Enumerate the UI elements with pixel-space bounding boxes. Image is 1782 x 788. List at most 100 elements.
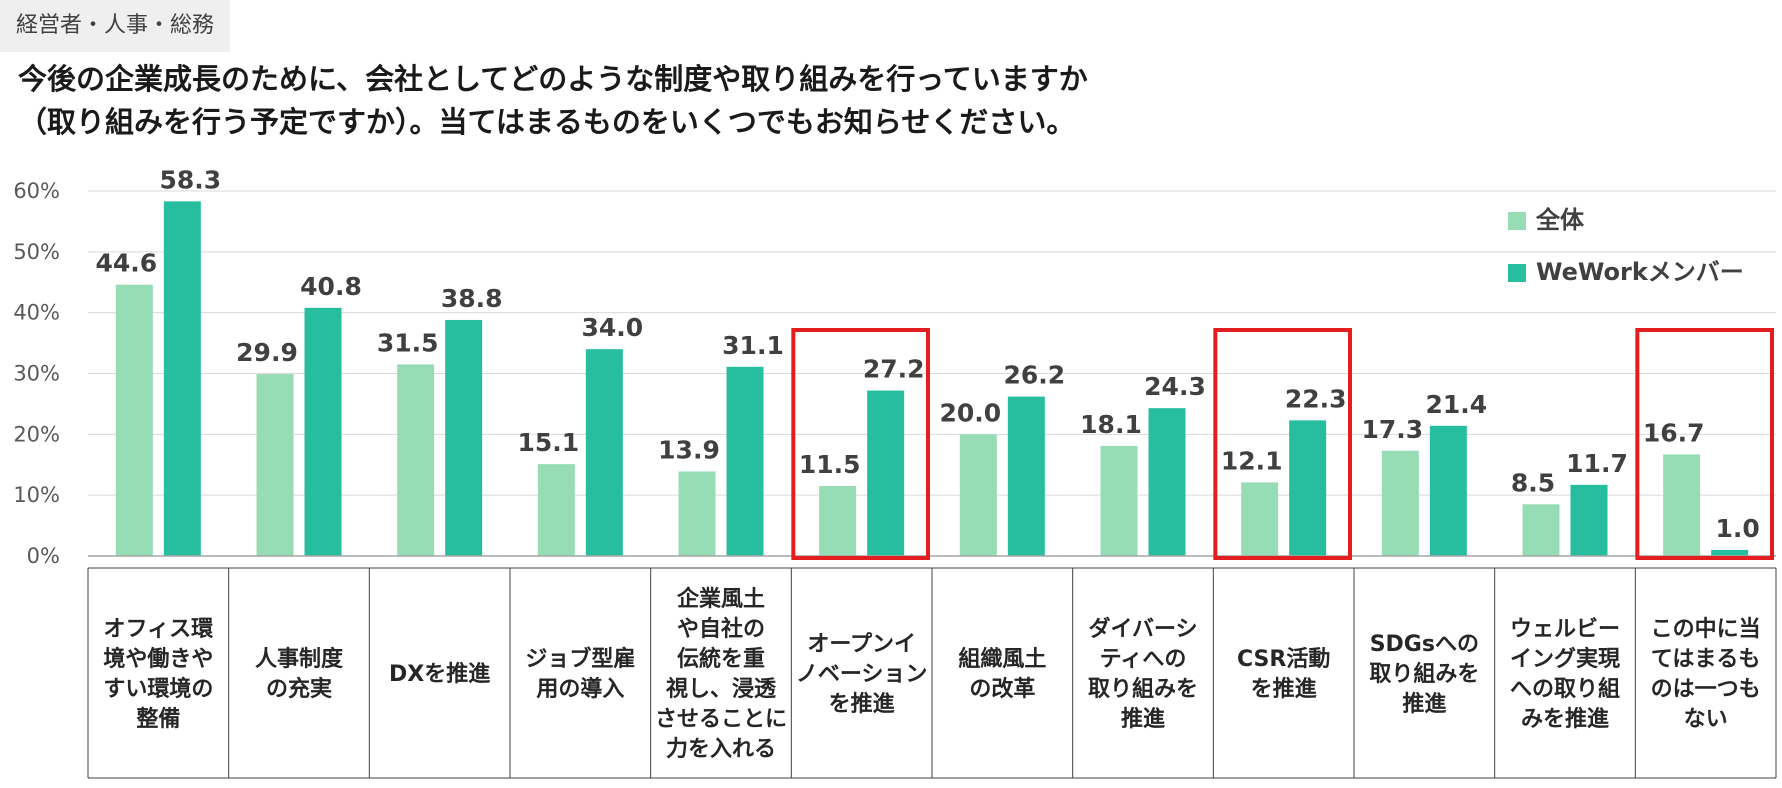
- data-label-overall: 17.3: [1361, 415, 1423, 444]
- data-label-overall: 16.7: [1643, 418, 1705, 447]
- bar-wework: [867, 390, 905, 556]
- category-label: 推進: [1402, 692, 1446, 717]
- bar-overall: [1241, 482, 1279, 556]
- section-tag: 経営者・人事・総務: [0, 0, 231, 52]
- bar-wework: [1711, 549, 1749, 556]
- category-label: のは一つも: [1651, 677, 1761, 702]
- category-label: 用の導入: [536, 676, 624, 702]
- bar-wework: [304, 307, 342, 556]
- category-label: SDGsへの: [1370, 632, 1479, 657]
- y-tick-label: 10%: [13, 483, 60, 507]
- chart-title-line-1: 今後の企業成長のために、会社としてどのような制度や取り組みを行っていますか: [18, 62, 1088, 96]
- bar-wework: [163, 201, 201, 556]
- category-label: ウェルビー: [1510, 617, 1620, 642]
- category-label: 人事制度: [255, 646, 344, 672]
- category-label: 視し、浸透: [666, 677, 777, 702]
- highlight-box: [1213, 328, 1353, 560]
- chart-title: 今後の企業成長のために、会社としてどのような制度や取り組みを行っていますか （取…: [18, 58, 1088, 144]
- category-label: させることに: [655, 707, 787, 732]
- category-label: の改革: [969, 676, 1035, 702]
- category-label: この中に当: [1651, 617, 1761, 642]
- data-label-wework: 21.4: [1425, 390, 1487, 419]
- category-label: 境や働きや: [103, 646, 213, 672]
- category-label: 企業風土: [676, 586, 765, 612]
- legend-label-wework: WeWorkメンバー: [1536, 258, 1744, 286]
- category-label: ダイバーシ: [1088, 616, 1197, 642]
- category-label: 組織風土: [958, 646, 1046, 672]
- bar-overall: [1663, 454, 1701, 556]
- bar-overall: [1381, 450, 1419, 556]
- data-label-wework: 58.3: [159, 165, 221, 194]
- data-label-overall: 18.1: [1080, 410, 1142, 439]
- bar-overall: [397, 364, 435, 556]
- bar-wework: [1007, 396, 1045, 556]
- bar-overall: [115, 284, 153, 556]
- bar-wework: [1429, 425, 1467, 556]
- highlight-box: [1635, 328, 1775, 560]
- data-label-wework: 38.8: [441, 284, 503, 313]
- category-label: 推進: [1121, 707, 1165, 732]
- bar-overall: [1522, 504, 1560, 556]
- data-label-overall: 8.5: [1511, 468, 1555, 497]
- y-tick-label: 40%: [13, 301, 60, 325]
- category-label: DXを推進: [389, 662, 490, 687]
- category-label: イング実現: [1510, 646, 1620, 672]
- chart-title-line-2: （取り組みを行う予定ですか）。当てはまるものをいくつでもお知らせください。: [18, 105, 1076, 139]
- category-label: ティへの: [1100, 647, 1187, 672]
- data-label-overall: 20.0: [939, 398, 1001, 427]
- data-label-overall: 15.1: [517, 428, 579, 457]
- category-label: 整備: [136, 706, 180, 732]
- category-label: を推進: [829, 692, 895, 717]
- bar-wework: [1148, 408, 1186, 556]
- data-label-overall: 44.6: [95, 249, 157, 278]
- bar-overall: [1100, 445, 1138, 556]
- data-label-wework: 24.3: [1144, 372, 1206, 401]
- category-label: CSR活動: [1237, 647, 1330, 672]
- data-label-wework: 1.0: [1716, 514, 1760, 543]
- data-label-wework: 40.8: [300, 272, 362, 301]
- data-label-wework: 26.2: [1003, 361, 1065, 390]
- category-label: オープンイ: [807, 632, 916, 657]
- bar-wework: [1570, 484, 1608, 556]
- legend-label-overall: 全体: [1535, 206, 1585, 234]
- category-label: への取り組: [1510, 676, 1620, 702]
- bar-wework: [585, 349, 623, 556]
- data-label-wework: 31.1: [722, 331, 784, 360]
- category-label: すい環境の: [103, 676, 213, 702]
- y-tick-label: 60%: [13, 179, 60, 203]
- data-label-overall: 29.9: [236, 338, 298, 367]
- y-tick-label: 50%: [13, 240, 60, 264]
- category-label: 力を入れる: [666, 737, 776, 762]
- data-label-overall: 31.5: [377, 328, 439, 357]
- data-label-wework: 11.7: [1566, 449, 1628, 478]
- data-label-overall: 11.5: [799, 450, 861, 479]
- bar-overall: [256, 374, 294, 556]
- category-label: や自社の: [677, 616, 765, 642]
- category-label: 取り組みを: [1369, 661, 1479, 687]
- legend-swatch-wework: [1508, 264, 1526, 282]
- category-label: ノベーション: [796, 662, 928, 687]
- bar-overall: [537, 464, 575, 556]
- category-label: の充実: [266, 676, 332, 702]
- y-tick-label: 0%: [27, 544, 60, 568]
- bar-overall: [959, 434, 997, 556]
- category-label: 取り組みを: [1088, 676, 1198, 702]
- highlight-box: [791, 328, 930, 560]
- legend-swatch-overall: [1508, 212, 1526, 230]
- category-label: てはまるも: [1651, 647, 1761, 672]
- data-label-overall: 13.9: [658, 435, 720, 464]
- category-label: 伝統を重: [677, 646, 765, 672]
- y-tick-label: 30%: [13, 362, 60, 386]
- data-label-wework: 22.3: [1285, 384, 1347, 413]
- bar-overall: [819, 486, 857, 556]
- category-label: みを推進: [1521, 707, 1609, 732]
- bar-wework: [726, 366, 764, 556]
- category-label: を推進: [1251, 677, 1317, 702]
- y-tick-label: 20%: [13, 422, 60, 446]
- bar-wework: [445, 319, 483, 556]
- category-label: ない: [1684, 707, 1728, 732]
- category-label: オフィス環: [104, 617, 215, 642]
- data-label-wework: 27.2: [863, 355, 925, 384]
- data-label-wework: 34.0: [581, 313, 643, 342]
